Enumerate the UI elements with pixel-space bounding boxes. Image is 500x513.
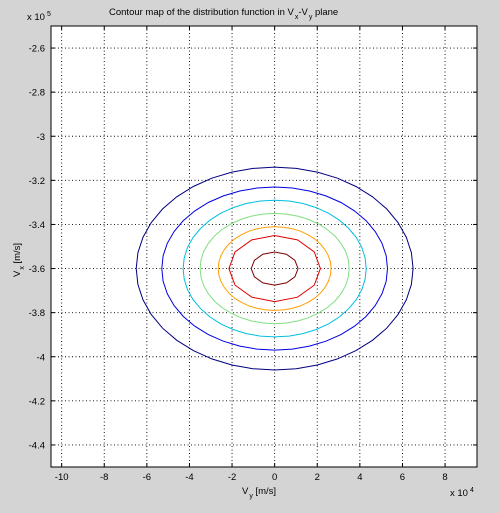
contour-line-level-6 [228,234,321,303]
y-tick-label: -3.4 [29,220,45,231]
y-tick-label: -2.6 [29,44,45,55]
y-tick-label: -4 [37,352,45,363]
x-axis-multiplier: x 10 4 [450,487,474,499]
y-axis-multiplier: x 10 5 [27,11,51,23]
contour-line-level-4 [199,212,350,325]
y-tick-label: -4.2 [29,396,45,407]
contour-line-level-2 [161,186,389,351]
x-tick-label: -4 [185,472,193,483]
contour-line-level-7 [250,251,299,286]
x-tick-label: 8 [442,472,447,483]
x-tick-label: 6 [400,472,405,483]
x-axis-label: Vy [m/s] [242,486,276,500]
contour-line-level-3 [182,199,367,338]
x-tick-label: 0 [272,472,277,483]
ticks [51,26,477,467]
x-tick-label: 4 [357,472,362,483]
chart-title: Contour map of the distribution function… [109,7,338,21]
y-tick-label: -2.8 [29,88,45,99]
x-tick-label: 2 [315,472,320,483]
tick-labels: -10 -8 -6 -4 -2 0 2 4 6 8 -2.6 -2.8 -3 -3.2 -3.4 -3.6 -3… [29,44,448,483]
y-tick-label: -3 [37,132,45,143]
contour-line-level-1 [135,166,414,371]
plot-area [51,26,477,467]
y-tick-label: -3.8 [29,308,45,319]
grid [51,26,477,467]
x-tick-label: -2 [228,472,236,483]
contour-line-level-5 [217,226,332,311]
x-tick-label: -8 [100,472,108,483]
y-tick-label: -4.4 [29,440,45,451]
y-tick-label: -3.6 [29,264,45,275]
x-tick-label: -10 [55,472,69,483]
y-tick-label: -3.2 [29,176,45,187]
plot-frame [50,25,478,468]
x-tick-label: -6 [143,472,151,483]
contours [135,166,414,371]
y-axis-label: Vx [m/s] [12,243,26,277]
